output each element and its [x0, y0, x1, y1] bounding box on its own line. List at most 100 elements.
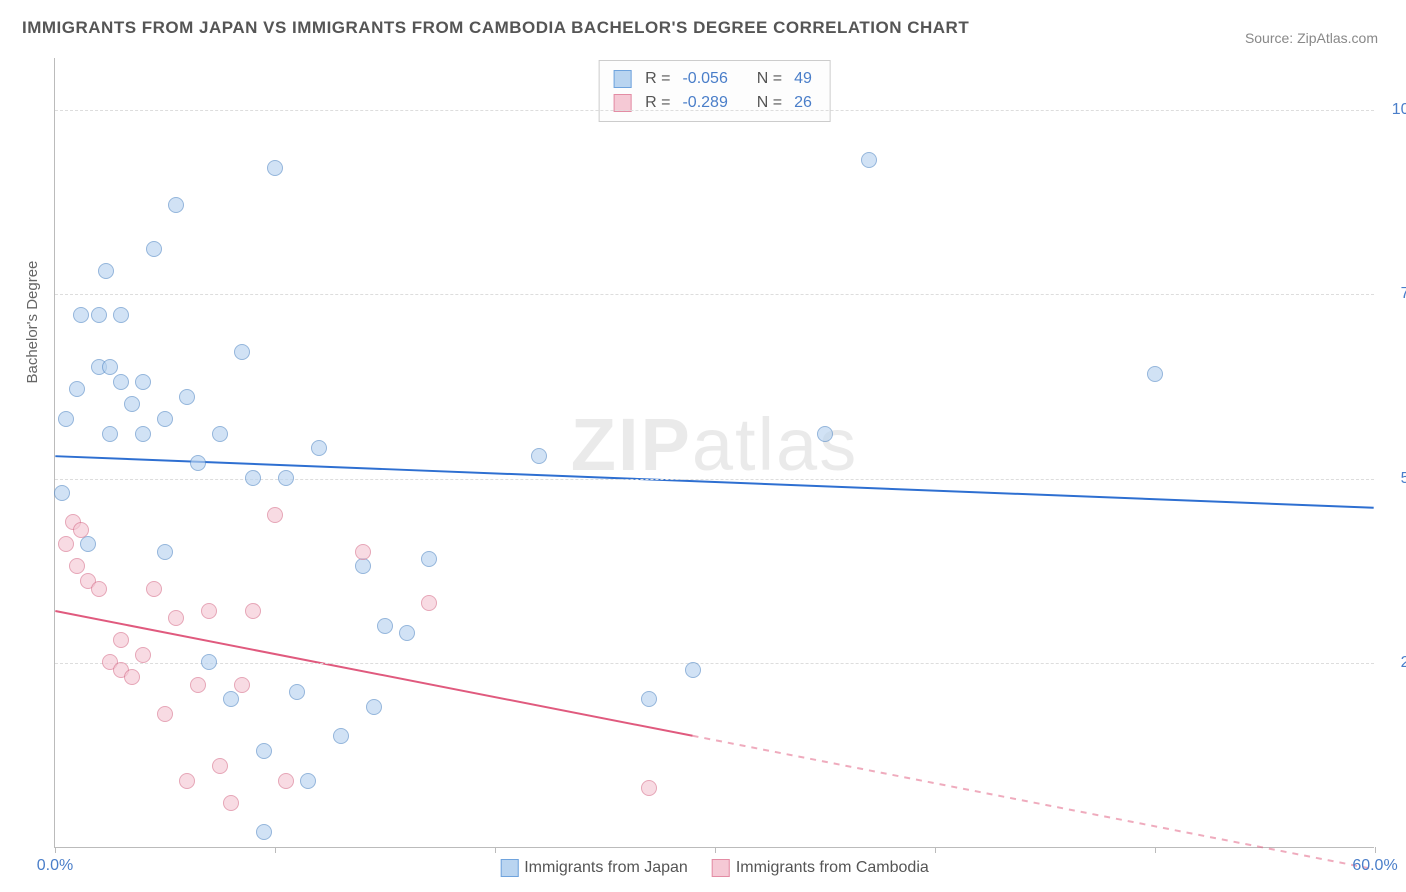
y-tick-label: 75.0%	[1401, 285, 1406, 303]
legend-label: Immigrants from Japan	[524, 859, 688, 877]
data-point-japan	[179, 389, 195, 405]
data-point-cambodia	[113, 632, 129, 648]
data-point-japan	[366, 699, 382, 715]
data-point-japan	[113, 374, 129, 390]
legend-row-cambodia: R =-0.289 N =26	[613, 91, 816, 115]
data-point-japan	[113, 307, 129, 323]
x-tick-label: 60.0%	[1352, 857, 1397, 875]
data-point-japan	[201, 654, 217, 670]
gridline	[55, 663, 1374, 664]
data-point-japan	[168, 197, 184, 213]
data-point-japan	[377, 618, 393, 634]
data-point-japan	[157, 544, 173, 560]
data-point-cambodia	[73, 522, 89, 538]
data-point-cambodia	[179, 773, 195, 789]
data-point-cambodia	[124, 669, 140, 685]
data-point-japan	[399, 625, 415, 641]
y-axis-label: Bachelor's Degree	[24, 261, 41, 384]
plot-area: ZIPatlas R =-0.056 N =49R =-0.289 N =26 …	[54, 58, 1374, 848]
data-point-cambodia	[146, 581, 162, 597]
source-credit: Source: ZipAtlas.com	[1245, 30, 1378, 46]
y-tick-label: 25.0%	[1401, 654, 1406, 672]
data-point-cambodia	[212, 758, 228, 774]
data-point-japan	[124, 396, 140, 412]
legend-series: Immigrants from Japan Immigrants from Cam…	[500, 859, 929, 877]
data-point-japan	[58, 411, 74, 427]
data-point-japan	[256, 743, 272, 759]
data-point-japan	[1147, 366, 1163, 382]
x-tick	[935, 847, 936, 853]
gridline	[55, 294, 1374, 295]
data-point-japan	[73, 307, 89, 323]
data-point-cambodia	[91, 581, 107, 597]
data-point-cambodia	[267, 507, 283, 523]
data-point-japan	[278, 470, 294, 486]
n-label: N =	[757, 70, 782, 88]
x-tick	[715, 847, 716, 853]
data-point-cambodia	[168, 610, 184, 626]
data-point-cambodia	[355, 544, 371, 560]
data-point-japan	[289, 684, 305, 700]
data-point-japan	[685, 662, 701, 678]
legend-swatch-icon	[712, 859, 730, 877]
data-point-japan	[333, 728, 349, 744]
data-point-cambodia	[135, 647, 151, 663]
data-point-japan	[135, 374, 151, 390]
x-tick	[275, 847, 276, 853]
data-point-cambodia	[641, 780, 657, 796]
regression-line-cambodia	[55, 611, 692, 736]
data-point-japan	[157, 411, 173, 427]
legend-item-cambodia: Immigrants from Cambodia	[712, 859, 929, 877]
data-point-cambodia	[201, 603, 217, 619]
y-tick-label: 100.0%	[1392, 101, 1406, 119]
data-point-japan	[135, 426, 151, 442]
data-point-cambodia	[223, 795, 239, 811]
data-point-japan	[256, 824, 272, 840]
data-point-cambodia	[245, 603, 261, 619]
data-point-japan	[80, 536, 96, 552]
legend-label: Immigrants from Cambodia	[736, 859, 929, 877]
data-point-japan	[223, 691, 239, 707]
legend-correlation: R = -0.056 N = 49 R =-0.289 N =26	[598, 60, 831, 122]
data-point-japan	[69, 381, 85, 397]
data-point-japan	[212, 426, 228, 442]
data-point-cambodia	[58, 536, 74, 552]
legend-row-japan: R = -0.056 N = 49	[613, 67, 816, 91]
x-tick	[495, 847, 496, 853]
legend-swatch-icon	[500, 859, 518, 877]
r-label: R =	[645, 70, 670, 88]
data-point-japan	[91, 307, 107, 323]
data-point-japan	[355, 558, 371, 574]
regression-extrapolation-cambodia	[693, 736, 1374, 869]
data-point-cambodia	[69, 558, 85, 574]
regression-lines	[55, 58, 1374, 847]
x-tick	[1375, 847, 1376, 853]
data-point-cambodia	[421, 595, 437, 611]
y-tick-label: 50.0%	[1401, 470, 1406, 488]
x-tick-label: 0.0%	[37, 857, 73, 875]
legend-swatch-icon	[613, 70, 631, 88]
data-point-japan	[245, 470, 261, 486]
gridline	[55, 110, 1374, 111]
data-point-japan	[531, 448, 547, 464]
data-point-japan	[190, 455, 206, 471]
n-value: 49	[794, 70, 812, 88]
r-value: -0.056	[682, 70, 727, 88]
data-point-cambodia	[234, 677, 250, 693]
data-point-japan	[311, 440, 327, 456]
data-point-cambodia	[157, 706, 173, 722]
data-point-japan	[146, 241, 162, 257]
data-point-japan	[234, 344, 250, 360]
data-point-japan	[54, 485, 70, 501]
data-point-japan	[641, 691, 657, 707]
data-point-japan	[421, 551, 437, 567]
chart-title: IMMIGRANTS FROM JAPAN VS IMMIGRANTS FROM…	[22, 18, 969, 38]
x-tick	[1155, 847, 1156, 853]
data-point-japan	[300, 773, 316, 789]
legend-item-japan: Immigrants from Japan	[500, 859, 688, 877]
data-point-japan	[102, 359, 118, 375]
x-tick	[55, 847, 56, 853]
data-point-japan	[102, 426, 118, 442]
data-point-japan	[817, 426, 833, 442]
data-point-cambodia	[278, 773, 294, 789]
